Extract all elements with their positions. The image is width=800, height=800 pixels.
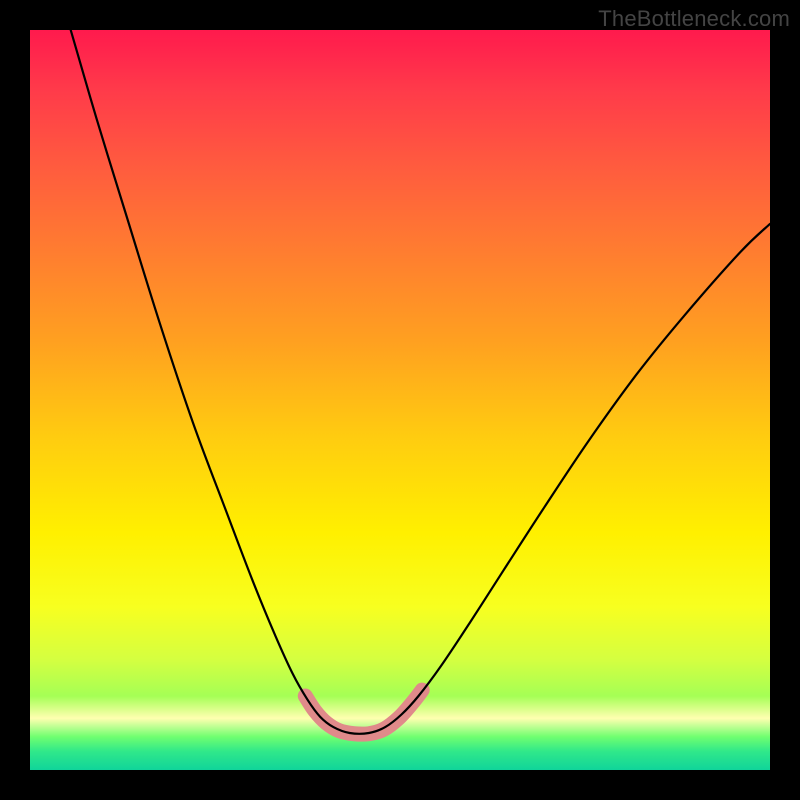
source-watermark: TheBottleneck.com [598, 6, 790, 32]
bottleneck-chart-svg [0, 0, 800, 800]
chart-frame: TheBottleneck.com [0, 0, 800, 800]
